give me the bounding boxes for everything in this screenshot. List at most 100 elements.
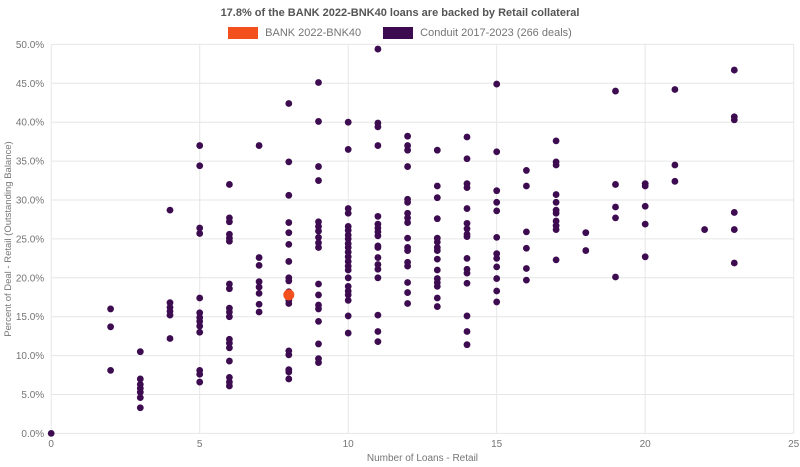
scatter-point-conduit: [255, 308, 263, 316]
scatter-point-conduit: [493, 80, 501, 88]
y-axis-title: Percent of Deal - Retail (Outstanding Ba…: [3, 141, 14, 336]
legend-item-conduit[interactable]: Conduit 2017-2023 (266 deals): [383, 27, 572, 39]
scatter-point-conduit: [285, 229, 293, 237]
scatter-point-conduit: [196, 378, 204, 386]
scatter-point-conduit: [255, 283, 263, 291]
scatter-point-conduit: [463, 155, 471, 163]
legend-label-bank: BANK 2022-BNK40: [265, 27, 362, 39]
scatter-point-conduit: [433, 182, 441, 190]
scatter-point-conduit: [523, 167, 530, 174]
scatter-point-conduit: [285, 375, 293, 383]
scatter-point-conduit: [226, 313, 233, 321]
scatter-point-conduit: [523, 276, 530, 284]
scatter-point-conduit: [404, 214, 411, 222]
scatter-point-conduit: [196, 370, 204, 378]
scatter-point-conduit: [433, 282, 441, 290]
scatter-point-conduit: [196, 230, 204, 237]
scatter-point-conduit: [374, 311, 382, 319]
legend-item-bank[interactable]: BANK 2022-BNK40: [228, 27, 361, 39]
scatter-point-conduit: [582, 229, 590, 237]
x-axis-title: Number of Loans - Retail: [367, 453, 478, 464]
scatter-point-conduit: [523, 244, 530, 252]
scatter-point-conduit: [107, 305, 114, 313]
scatter-point-conduit: [374, 261, 382, 268]
scatter-point-conduit: [463, 225, 471, 233]
scatter-point-conduit: [404, 142, 411, 149]
legend: BANK 2022-BNK40 Conduit 2017-2023 (266 d…: [0, 27, 800, 39]
scatter-point-conduit: [226, 285, 233, 293]
scatter-point-conduit: [136, 388, 144, 396]
scatter-point-conduit: [404, 209, 411, 217]
scatter-point-conduit: [107, 366, 114, 374]
scatter-point-conduit: [344, 235, 352, 243]
scatter-point-conduit: [166, 335, 174, 342]
scatter-point-conduit: [493, 207, 501, 215]
scatter-point-conduit: [493, 148, 501, 156]
scatter-point-conduit: [285, 277, 293, 285]
scatter-point-conduit: [166, 206, 174, 214]
scatter-point-conduit: [523, 228, 530, 236]
scatter-point-conduit: [404, 163, 411, 170]
scatter-point-conduit: [196, 294, 204, 302]
scatter-point-conduit: [226, 218, 233, 226]
x-tick-label: 5: [197, 439, 203, 450]
scatter-point-conduit: [552, 209, 560, 217]
scatter-point-conduit: [344, 312, 352, 320]
scatter-point-conduit: [582, 247, 590, 254]
y-tick-label: 40.0%: [16, 118, 44, 129]
scatter-point-conduit: [493, 275, 501, 282]
scatter-point-conduit: [463, 269, 471, 277]
scatter-point-conduit: [285, 219, 293, 226]
scatter-point-conduit: [493, 287, 501, 295]
scatter-point-conduit: [344, 296, 352, 304]
y-tick-label: 5.0%: [21, 390, 44, 401]
scatter-point-conduit: [315, 79, 322, 86]
scatter-point-conduit: [493, 263, 501, 271]
scatter-point-conduit: [404, 247, 411, 254]
scatter-point-conduit: [552, 191, 560, 198]
scatter-point-conduit: [493, 298, 501, 306]
scatter-point-conduit: [730, 116, 738, 124]
scatter-point-conduit: [315, 244, 322, 251]
scatter-point-conduit: [374, 45, 382, 53]
scatter-point-conduit: [285, 368, 293, 376]
y-tick-label: 45.0%: [16, 79, 44, 90]
scatter-point-conduit: [285, 158, 293, 166]
x-tick-label: 0: [48, 439, 54, 450]
scatter-point-conduit: [374, 328, 382, 335]
scatter-point-conduit: [463, 312, 471, 320]
scatter-point-conduit: [374, 254, 382, 261]
scatter-point-conduit: [166, 311, 174, 319]
scatter-point-conduit: [285, 258, 293, 265]
scatter-point-conduit: [463, 133, 471, 141]
scatter-point-conduit: [344, 266, 352, 274]
scatter-point-conduit: [730, 66, 738, 74]
scatter-point-conduit: [255, 289, 263, 297]
scatter-point-conduit: [315, 340, 322, 348]
scatter-point-conduit: [404, 262, 411, 270]
scatter-point-conduit: [255, 300, 263, 308]
scatter-point-conduit: [285, 191, 293, 199]
y-tick-label: 10.0%: [16, 351, 44, 362]
scatter-point-conduit: [433, 255, 441, 263]
scatter-point-conduit: [404, 234, 411, 242]
scatter-point-conduit: [730, 259, 738, 267]
scatter-point-conduit: [701, 226, 708, 233]
scatter-point-conduit: [493, 250, 501, 258]
scatter-point-conduit: [226, 181, 233, 188]
scatter-point-conduit: [374, 232, 382, 240]
scatter-point-conduit: [196, 224, 204, 232]
x-tick-label: 25: [788, 439, 800, 450]
scatter-point-conduit: [344, 146, 352, 153]
scatter-point-conduit: [641, 220, 649, 228]
scatter-point-bank: [283, 289, 295, 301]
scatter-point-conduit: [196, 309, 204, 317]
scatter-point-conduit: [136, 348, 144, 356]
scatter-point-conduit: [315, 233, 322, 241]
scatter-point-conduit: [552, 198, 560, 206]
scatter-point-conduit: [523, 265, 530, 272]
scatter-point-conduit: [226, 373, 233, 381]
scatter-point-conduit: [612, 181, 619, 188]
scatter-point-conduit: [315, 305, 322, 313]
